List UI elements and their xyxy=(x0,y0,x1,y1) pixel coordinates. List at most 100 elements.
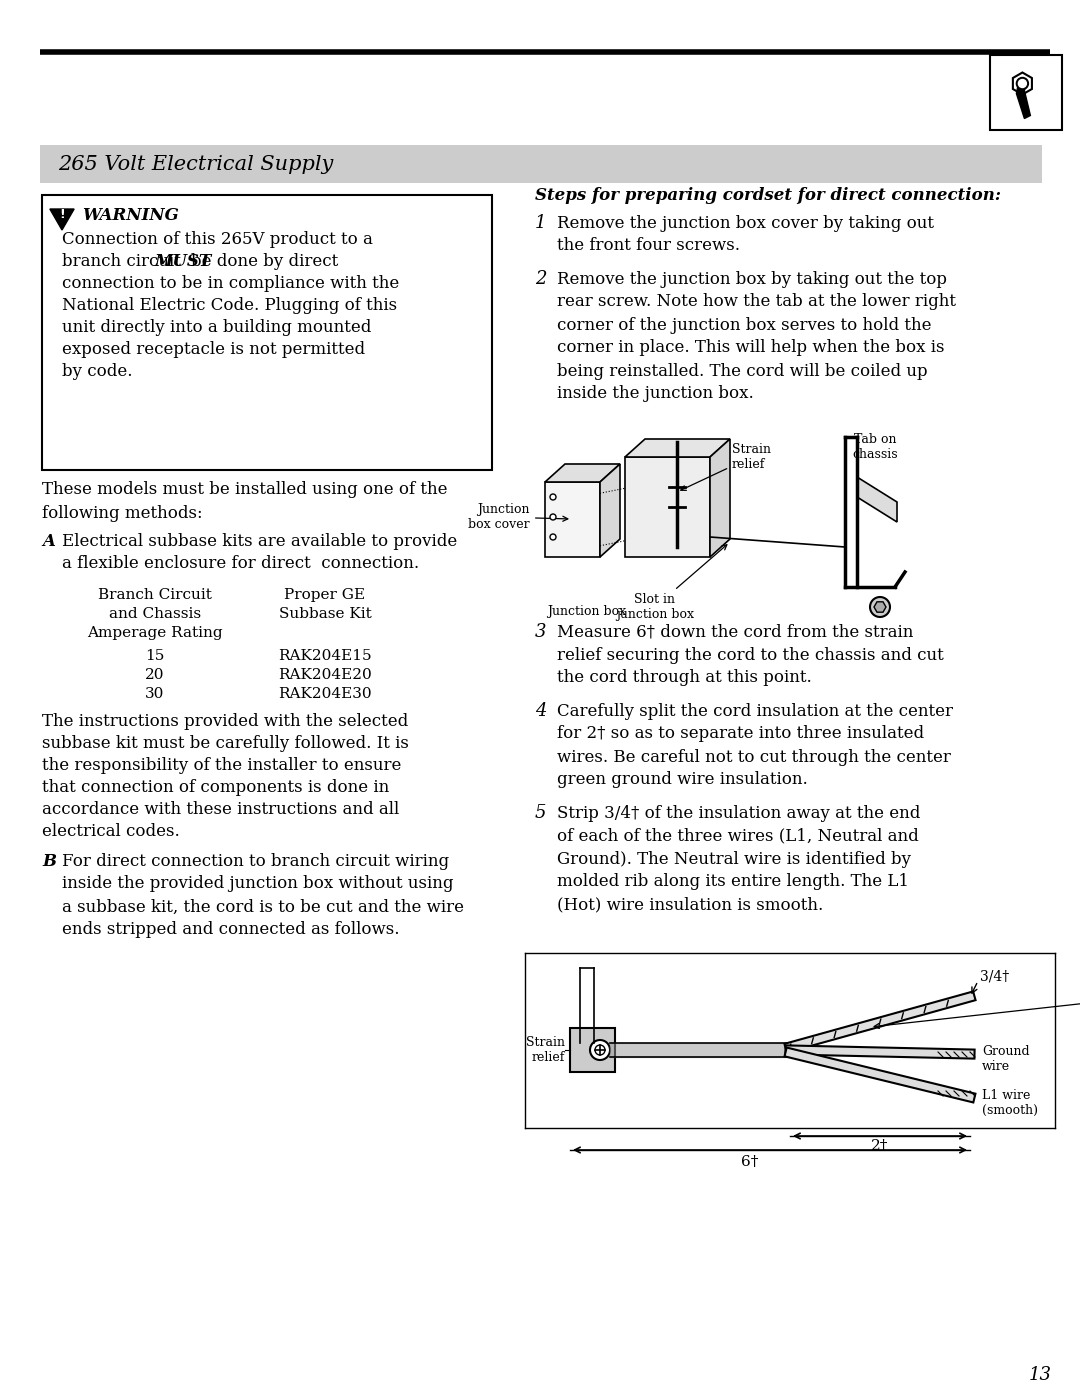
Text: MUST: MUST xyxy=(154,253,212,271)
Text: Strain
relief: Strain relief xyxy=(526,1037,565,1065)
Text: A: A xyxy=(42,532,55,549)
Text: Electrical subbase kits are available to provide: Electrical subbase kits are available to… xyxy=(62,532,457,549)
Text: accordance with these instructions and all: accordance with these instructions and a… xyxy=(42,800,400,817)
Text: RAK204E30: RAK204E30 xyxy=(279,687,372,701)
Polygon shape xyxy=(600,464,620,557)
Text: ends stripped and connected as follows.: ends stripped and connected as follows. xyxy=(62,922,400,939)
Text: 6†: 6† xyxy=(741,1155,758,1169)
Text: Ground). The Neutral wire is identified by: Ground). The Neutral wire is identified … xyxy=(557,851,912,868)
Circle shape xyxy=(550,534,556,541)
Text: corner in place. This will help when the box is: corner in place. This will help when the… xyxy=(557,339,945,356)
Text: Remove the junction box by taking out the top: Remove the junction box by taking out th… xyxy=(557,271,947,288)
Text: Strain
relief: Strain relief xyxy=(680,443,771,490)
Text: a subbase kit, the cord is to be cut and the wire: a subbase kit, the cord is to be cut and… xyxy=(62,898,464,915)
Text: for 2† so as to separate into three insulated: for 2† so as to separate into three insu… xyxy=(557,725,924,742)
Circle shape xyxy=(550,514,556,520)
Text: Subbase Kit: Subbase Kit xyxy=(279,608,372,622)
Text: Remove the junction box cover by taking out: Remove the junction box cover by taking … xyxy=(557,215,934,232)
FancyBboxPatch shape xyxy=(570,1028,615,1071)
Text: 265 Volt Electrical Supply: 265 Volt Electrical Supply xyxy=(58,155,334,173)
Text: Tab on
chassis: Tab on chassis xyxy=(852,433,897,461)
Text: of each of the three wires (L1, Neutral and: of each of the three wires (L1, Neutral … xyxy=(557,827,919,845)
Text: 3: 3 xyxy=(535,623,546,641)
Circle shape xyxy=(595,1045,605,1055)
Text: being reinstalled. The cord will be coiled up: being reinstalled. The cord will be coil… xyxy=(557,362,928,380)
Text: exposed receptacle is not permitted: exposed receptacle is not permitted xyxy=(62,341,365,359)
Text: Measure 6† down the cord from the strain: Measure 6† down the cord from the strain xyxy=(557,623,914,640)
Text: inside the provided junction box without using: inside the provided junction box without… xyxy=(62,876,454,893)
FancyBboxPatch shape xyxy=(990,54,1062,130)
Text: a flexible enclosure for direct  connection.: a flexible enclosure for direct connecti… xyxy=(62,556,419,573)
Text: subbase kit must be carefully followed. It is: subbase kit must be carefully followed. … xyxy=(42,735,409,752)
Text: 4: 4 xyxy=(535,703,546,719)
Circle shape xyxy=(1018,80,1026,88)
Text: the cord through at this point.: the cord through at this point. xyxy=(557,669,812,686)
Text: 30: 30 xyxy=(146,687,164,701)
FancyBboxPatch shape xyxy=(545,482,600,557)
Circle shape xyxy=(550,495,556,500)
Text: branch circuit: branch circuit xyxy=(62,253,186,271)
Text: electrical codes.: electrical codes. xyxy=(42,823,179,840)
Text: 1: 1 xyxy=(535,214,546,232)
Text: Neutral wire
(molded rib): Neutral wire (molded rib) xyxy=(874,954,1080,1028)
FancyBboxPatch shape xyxy=(625,457,710,557)
Text: corner of the junction box serves to hold the: corner of the junction box serves to hol… xyxy=(557,317,931,334)
Text: RAK204E20: RAK204E20 xyxy=(279,668,372,682)
Text: These models must be installed using one of the: These models must be installed using one… xyxy=(42,482,447,499)
Text: 15: 15 xyxy=(146,650,164,664)
Text: Proper GE: Proper GE xyxy=(284,588,365,602)
Text: Carefully split the cord insulation at the center: Carefully split the cord insulation at t… xyxy=(557,703,953,719)
Text: connection to be in compliance with the: connection to be in compliance with the xyxy=(62,275,400,292)
Text: the front four screws.: the front four screws. xyxy=(557,237,740,254)
Text: 13: 13 xyxy=(1028,1366,1052,1384)
Text: Branch Circuit: Branch Circuit xyxy=(98,588,212,602)
Circle shape xyxy=(870,597,890,617)
Polygon shape xyxy=(1013,73,1031,95)
Text: RAK204E15: RAK204E15 xyxy=(279,650,372,664)
Text: following methods:: following methods: xyxy=(42,504,203,521)
Text: molded rib along its entire length. The L1: molded rib along its entire length. The … xyxy=(557,873,909,890)
Text: unit directly into a building mounted: unit directly into a building mounted xyxy=(62,320,372,337)
Polygon shape xyxy=(874,602,886,612)
Text: L1 wire
(smooth): L1 wire (smooth) xyxy=(982,1090,1038,1118)
Text: (Hot) wire insulation is smooth.: (Hot) wire insulation is smooth. xyxy=(557,897,823,914)
Text: by code.: by code. xyxy=(62,363,133,380)
Text: 3/4†: 3/4† xyxy=(980,970,1009,983)
Text: 20: 20 xyxy=(145,668,165,682)
Text: Amperage Rating: Amperage Rating xyxy=(87,626,222,640)
Text: green ground wire insulation.: green ground wire insulation. xyxy=(557,771,808,788)
Text: For direct connection to branch circuit wiring: For direct connection to branch circuit … xyxy=(62,852,449,869)
Text: be done by direct: be done by direct xyxy=(191,253,338,271)
Text: Junction
box cover: Junction box cover xyxy=(469,503,568,531)
FancyBboxPatch shape xyxy=(40,145,1042,183)
Polygon shape xyxy=(625,439,730,457)
Polygon shape xyxy=(545,464,620,482)
Polygon shape xyxy=(710,439,730,557)
Polygon shape xyxy=(858,476,897,522)
Text: Slot in
junction box: Slot in junction box xyxy=(616,545,727,622)
Text: 5: 5 xyxy=(535,805,546,821)
Text: that connection of components is done in: that connection of components is done in xyxy=(42,778,389,795)
Text: Steps for preparing cordset for direct connection:: Steps for preparing cordset for direct c… xyxy=(535,187,1001,204)
Text: relief securing the cord to the chassis and cut: relief securing the cord to the chassis … xyxy=(557,647,944,664)
FancyBboxPatch shape xyxy=(42,196,492,469)
Text: and Chassis: and Chassis xyxy=(109,608,201,622)
Text: B: B xyxy=(42,852,56,869)
Text: Ground
wire: Ground wire xyxy=(982,1045,1029,1073)
Text: The instructions provided with the selected: The instructions provided with the selec… xyxy=(42,712,408,729)
Text: Connection of this 265V product to a: Connection of this 265V product to a xyxy=(62,232,373,249)
Text: Strip 3/4† of the insulation away at the end: Strip 3/4† of the insulation away at the… xyxy=(557,805,920,821)
Text: rear screw. Note how the tab at the lower right: rear screw. Note how the tab at the lowe… xyxy=(557,293,956,310)
Circle shape xyxy=(1016,77,1028,89)
Polygon shape xyxy=(50,210,75,231)
Text: National Electric Code. Plugging of this: National Electric Code. Plugging of this xyxy=(62,298,397,314)
Text: the responsibility of the installer to ensure: the responsibility of the installer to e… xyxy=(42,757,402,774)
Text: 2: 2 xyxy=(535,270,546,288)
Text: inside the junction box.: inside the junction box. xyxy=(557,386,754,402)
Text: WARNING: WARNING xyxy=(82,207,179,224)
Text: !: ! xyxy=(59,208,65,221)
Text: 2†: 2† xyxy=(872,1139,889,1153)
Circle shape xyxy=(590,1039,610,1060)
Text: Junction box: Junction box xyxy=(548,605,626,619)
Text: wires. Be careful not to cut through the center: wires. Be careful not to cut through the… xyxy=(557,749,950,766)
